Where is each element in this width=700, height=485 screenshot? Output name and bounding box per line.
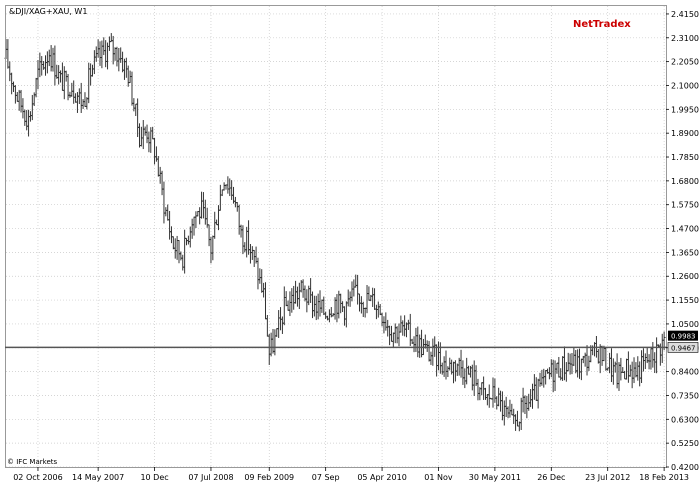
plot-frame (5, 5, 667, 468)
x-tick-label: 02 Oct 2006 (13, 473, 62, 482)
y-tick-label: 2.3100 (671, 34, 699, 43)
y-tick-label: 1.0500 (671, 320, 699, 329)
x-tick-label: 01 Nov (424, 473, 453, 482)
price-badge-box (668, 330, 698, 341)
y-tick-label: 0.4200 (671, 463, 699, 472)
symbol-title: &DJI/XAG+XAU, W1 (9, 7, 87, 16)
x-tick-label: 05 Apr 2010 (357, 473, 406, 482)
y-tick-label: 0.7350 (671, 391, 699, 400)
y-tick-label: 1.3650 (671, 248, 699, 257)
y-tick-label: 1.8900 (671, 129, 699, 138)
x-tick-label: 09 Feb 2009 (244, 473, 294, 482)
y-tick-label: 2.4150 (671, 10, 699, 19)
y-tick-label: 1.9950 (671, 105, 699, 114)
y-tick-label: 1.5750 (671, 201, 699, 210)
x-tick-label: 10 Dec (140, 473, 168, 482)
copyright-label: © IFC Markets (7, 458, 57, 466)
y-tick-label: 1.2600 (671, 272, 699, 281)
y-tick-label: 0.8400 (671, 368, 699, 377)
y-tick-label: 1.1550 (671, 296, 699, 305)
price-badge-label: 0.9467 (671, 344, 696, 352)
y-tick-label: 1.4700 (671, 225, 699, 234)
y-axis: 2.4150 2.3100 2.2050 2.1000 1.9950 1.8900 1.78… (666, 10, 699, 472)
price-bars (4, 33, 666, 432)
brand-label: NetTradex (573, 19, 631, 30)
x-tick-label: 23 Jul 2012 (585, 473, 630, 482)
price-badge-label: 0.9983 (671, 333, 696, 341)
x-tick-label: 26 Dec (537, 473, 565, 482)
x-tick-label: 14 May 2007 (72, 473, 124, 482)
y-tick-label: 0.5250 (671, 439, 699, 448)
price-badges: 0.9983 0.9467 (667, 330, 699, 353)
y-tick-label: 0.6300 (671, 415, 699, 424)
price-badge-box (667, 342, 699, 353)
x-tick-label: 18 Feb 2013 (639, 473, 689, 482)
y-tick-label: 2.1000 (671, 81, 699, 90)
y-tick-label: 2.2050 (671, 58, 699, 67)
x-axis: 02 Oct 2006 14 May 2007 10 Dec 07 Jul 2008 0… (13, 467, 689, 482)
x-tick-label: 07 Sep (312, 473, 340, 482)
x-tick-label: 07 Jul 2008 (188, 473, 233, 482)
x-tick-label: 30 May 2011 (469, 473, 521, 482)
grid (6, 6, 666, 468)
y-tick-label: 1.7850 (671, 153, 699, 162)
y-tick-label: 1.6800 (671, 177, 699, 186)
